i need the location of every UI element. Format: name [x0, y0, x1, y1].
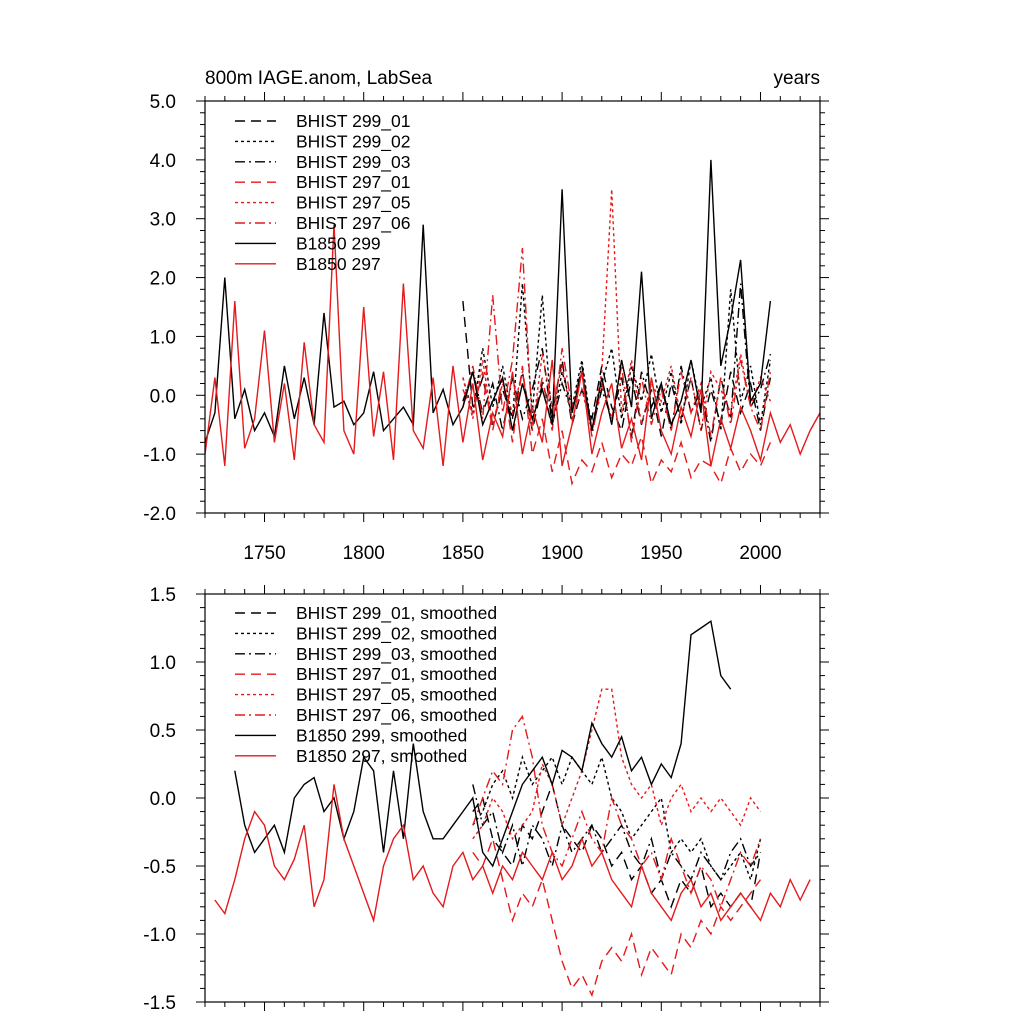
legend-label: BHIST 299_01 [296, 111, 410, 132]
legend-label: BHIST 299_02, smoothed [296, 623, 497, 644]
series-line [472, 784, 762, 883]
legend-label: BHIST 297_06 [296, 213, 410, 234]
legend-label: BHIST 299_03 [296, 152, 410, 173]
legend-label: BHIST 297_01 [296, 172, 410, 193]
x-tick-label: 1950 [640, 543, 682, 564]
y-tick-label: 3.0 [150, 210, 176, 231]
legend-label: BHIST 299_02 [296, 131, 410, 152]
y-tick-label: 2.0 [150, 269, 176, 290]
series-line [234, 620, 732, 868]
chart-title: 800m IAGE.anom, LabSea [205, 68, 433, 89]
units-label: years [774, 68, 820, 89]
y-tick-label: -2.0 [143, 504, 176, 525]
x-tick-label: 2000 [739, 543, 781, 564]
bottom-panel: -1.5 -1.0 -0.5 0.0 0.5 1.0 1.5 BHIST 299_01, sm… [143, 585, 829, 1014]
legend-label: BHIST 297_06, smoothed [296, 705, 497, 726]
y-tick-label: -1.5 [143, 993, 176, 1014]
legend-label: BHIST 297_05 [296, 193, 410, 214]
y-tick-label: -0.5 [143, 857, 176, 878]
y-tick-label: 4.0 [150, 151, 176, 172]
x-tick-label: 1750 [243, 543, 285, 564]
y-tick-label: 1.5 [150, 585, 176, 606]
legend-label: B1850 297 [296, 254, 381, 274]
series-line [462, 283, 772, 431]
y-tick-label: -1.0 [143, 445, 176, 466]
series-line [205, 224, 820, 467]
series-line [472, 754, 762, 883]
legend-label: BHIST 297_01, smoothed [296, 664, 497, 685]
plot-frame [204, 100, 821, 514]
top-panel: 1750 1800 1850 1900 1950 2000 -2.0 -1.0 0.0 1.0 2.… [143, 68, 829, 564]
y-tick-label: 1.0 [150, 327, 176, 348]
y-tick-label: 5.0 [150, 92, 176, 113]
series-line [472, 836, 762, 998]
legend-label: BHIST 297_05, smoothed [296, 685, 497, 706]
x-tick-label: 1800 [343, 543, 385, 564]
y-tick-label: 0.0 [150, 789, 176, 810]
legend-label: B1850 299 [296, 233, 381, 253]
legend-label: BHIST 299_03, smoothed [296, 644, 497, 665]
y-tick-label: -1.0 [143, 925, 176, 946]
series-line [214, 784, 811, 924]
series-line [472, 781, 762, 909]
series-line [462, 283, 772, 443]
series-line [472, 714, 762, 909]
legend-label: BHIST 299_01, smoothed [296, 603, 497, 624]
legend-label: B1850 299, smoothed [296, 725, 467, 745]
x-tick-label: 1850 [442, 543, 484, 564]
series-line [462, 365, 772, 487]
y-tick-label: 1.0 [150, 653, 176, 674]
x-tick-label: 1900 [541, 543, 583, 564]
y-tick-label: 0.5 [150, 721, 176, 742]
y-tick-label: 0.0 [150, 386, 176, 407]
series-line [472, 688, 762, 841]
legend-label: B1850 297, smoothed [296, 746, 467, 766]
